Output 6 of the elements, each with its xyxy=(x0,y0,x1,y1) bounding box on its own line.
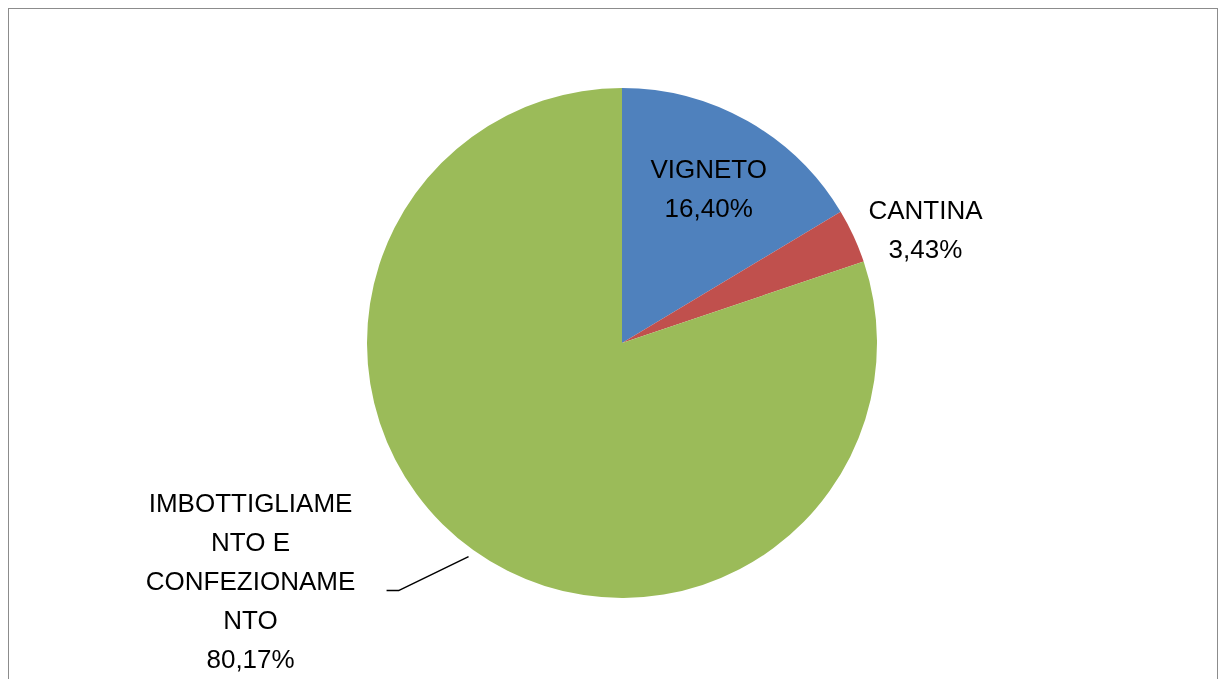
data-label: 3,43% xyxy=(888,233,963,264)
slice-label: VIGNETO xyxy=(650,153,767,184)
slice-label: CANTINA xyxy=(868,194,984,225)
slice-label: IMBOTTIGLIAMENTO E CONFEZIONAMENTO xyxy=(145,487,356,635)
data-label: 16,40% xyxy=(664,192,753,223)
data-label: 80,17% xyxy=(206,643,295,674)
